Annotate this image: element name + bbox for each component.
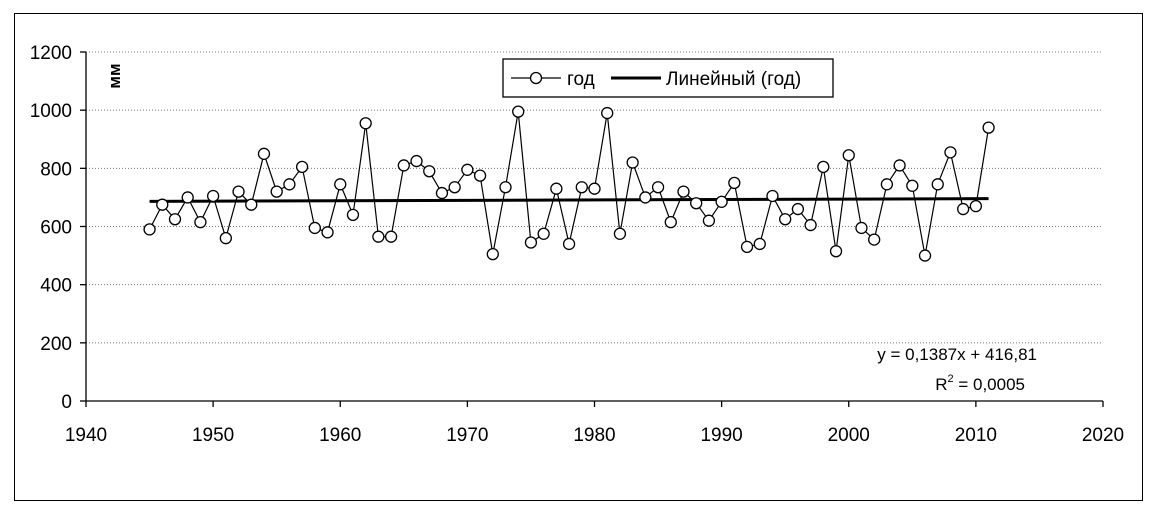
data-point-1966 [410, 154, 423, 168]
data-point-1998 [817, 160, 830, 174]
data-point-1953 [245, 198, 258, 211]
data-point-1949 [194, 215, 207, 229]
data-point-2003 [880, 178, 894, 191]
axes [80, 51, 1104, 407]
x-tick-label-1970: 1970 [446, 425, 488, 446]
data-point-1981 [601, 106, 614, 120]
data-point-1991 [728, 176, 741, 190]
x-tick-label-2000: 2000 [828, 425, 870, 446]
chart-frame [14, 13, 1143, 501]
data-point-1960 [334, 178, 347, 191]
trend-r2: R2 = 0,0005 [935, 373, 1025, 394]
y-axis-label: мм [105, 63, 124, 88]
legend-label-god: год [567, 69, 595, 90]
data-point-1969 [448, 181, 461, 194]
data-point-1946 [156, 198, 169, 211]
data-point-2007 [931, 178, 944, 191]
data-point-1950 [206, 189, 220, 203]
data-point-1972 [486, 247, 499, 261]
legend-swatch-god-marker [529, 71, 543, 85]
x-tick-label-1940: 1940 [65, 425, 107, 446]
data-point-1958 [308, 221, 321, 235]
x-tick-label-1980: 1980 [573, 425, 615, 446]
data-point-1961 [346, 208, 360, 222]
data-point-2009 [957, 202, 970, 216]
data-point-1970 [461, 163, 474, 176]
data-point-2006 [918, 249, 932, 262]
y-tick-label-400: 400 [40, 276, 72, 297]
data-point-1965 [397, 159, 410, 172]
data-point-1951 [219, 231, 232, 245]
y-tick-label-800: 800 [40, 159, 72, 180]
data-point-2004 [893, 159, 906, 172]
data-point-2011 [982, 121, 995, 134]
y-tick-label-1000: 1000 [30, 101, 72, 122]
y-tick-label-1200: 1200 [30, 43, 72, 64]
x-tick-label-1950: 1950 [192, 425, 234, 446]
data-point-1996 [791, 202, 805, 216]
data-point-1957 [295, 160, 309, 174]
trend-line [149, 197, 989, 203]
data-point-1955 [270, 185, 283, 198]
x-tick-label-1990: 1990 [700, 425, 742, 446]
data-point-1992 [740, 240, 754, 254]
data-point-2001 [855, 221, 868, 235]
data-point-1952 [232, 185, 245, 198]
data-point-1967 [423, 165, 436, 178]
y-tick-labels: 0 200 400 600 800 1000 1200 [30, 43, 72, 413]
data-point-1980 [588, 182, 601, 195]
data-point-1995 [779, 213, 792, 226]
data-point-1948 [181, 191, 194, 204]
data-point-1976 [537, 227, 550, 240]
data-point-1985 [651, 181, 665, 194]
data-point-2005 [906, 179, 919, 192]
data-point-1983 [626, 156, 639, 169]
data-point-1982 [613, 227, 627, 240]
data-point-1956 [283, 178, 296, 191]
x-tick-label-2020: 2020 [1082, 425, 1124, 446]
data-point-1962 [359, 117, 372, 130]
data-point-1978 [562, 237, 576, 251]
data-point-1999 [829, 245, 843, 258]
legend-label-trend: Линейный (год) [666, 69, 801, 90]
data-point-1963 [372, 230, 385, 243]
data-point-1984 [639, 191, 652, 204]
x-tick-label-1960: 1960 [319, 425, 361, 446]
data-point-1977 [550, 182, 563, 195]
x-tick-label-2010: 2010 [955, 425, 997, 446]
series-line-god [149, 111, 990, 256]
data-point-1989 [702, 214, 716, 227]
data-point-1954 [257, 147, 271, 160]
trend-equation: y = 0,1387x + 416,81 [877, 345, 1037, 364]
data-point-1979 [575, 181, 588, 194]
data-point-1997 [804, 218, 817, 232]
data-point-1968 [435, 186, 449, 200]
data-point-1990 [715, 195, 728, 208]
data-point-2010 [969, 199, 983, 213]
data-point-1974 [512, 105, 525, 118]
series-god [143, 105, 995, 262]
data-point-1986 [664, 215, 677, 229]
data-point-1964 [384, 230, 398, 243]
x-tick-labels: 1940 1950 1960 1970 1980 1990 2000 2010 2020 [65, 425, 1124, 446]
y-tick-label-200: 200 [40, 334, 72, 355]
data-point-1971 [473, 169, 487, 182]
data-point-1994 [766, 189, 779, 203]
y-tick-label-0: 0 [61, 392, 72, 413]
data-point-1987 [677, 185, 690, 198]
data-point-1993 [753, 237, 766, 251]
data-point-1945 [143, 223, 156, 236]
legend: год Линейный (год) [502, 58, 834, 98]
data-point-1959 [321, 226, 334, 239]
data-point-2008 [944, 146, 957, 159]
y-tick-label-600: 600 [40, 218, 72, 239]
data-point-2000 [842, 149, 855, 162]
data-point-1988 [690, 197, 703, 210]
data-point-1973 [499, 181, 512, 194]
data-point-1975 [524, 236, 538, 249]
data-point-2002 [868, 233, 881, 246]
trend-line-segment [149, 197, 989, 203]
data-point-1947 [168, 213, 182, 226]
